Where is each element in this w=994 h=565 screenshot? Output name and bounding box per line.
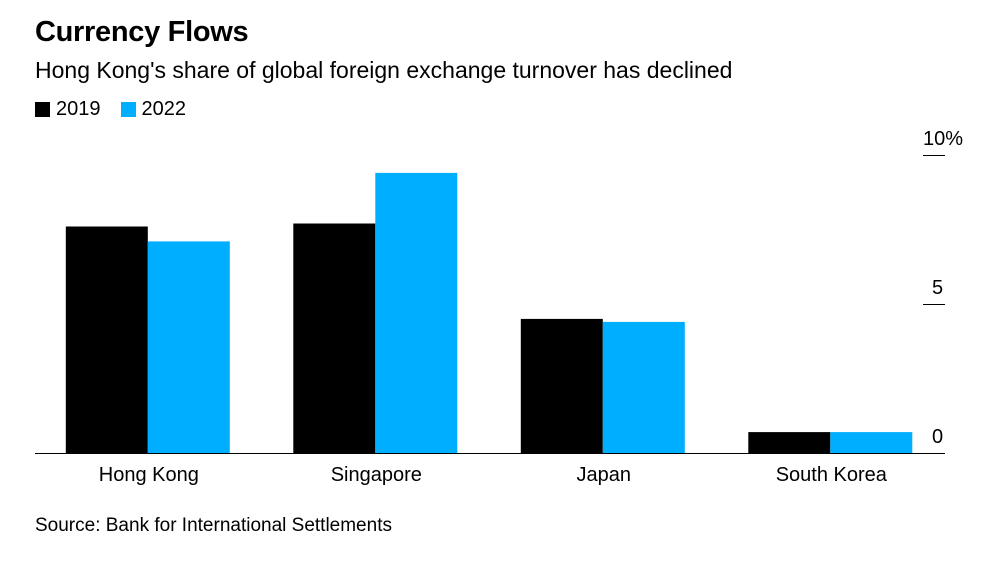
- y-tick-label-5: 5: [932, 277, 943, 299]
- chart-title: Currency Flows: [35, 16, 249, 48]
- bar-hong-kong-2022: [147, 241, 230, 453]
- legend-swatch-2022: [120, 102, 136, 117]
- x-tick-label-south-korea: South Korea: [776, 464, 888, 486]
- y-tick-label-0: 0: [932, 426, 943, 448]
- bar-south-korea-2019: [748, 432, 831, 453]
- x-tick-label-hong-kong: Hong Kong: [99, 464, 199, 486]
- x-tick-label-singapore: Singapore: [331, 464, 422, 486]
- y-tick-label-10: 10%: [923, 128, 963, 150]
- chart-subtitle: Hong Kong's share of global foreign exch…: [35, 57, 733, 83]
- bar-japan-2019: [520, 318, 603, 453]
- source-note: Source: Bank for International Settlemen…: [35, 515, 392, 536]
- bar-hong-kong-2019: [65, 226, 148, 453]
- x-tick-label-japan: Japan: [577, 464, 632, 486]
- bar-south-korea-2022: [830, 432, 913, 453]
- legend-label-2022: 2022: [141, 98, 187, 120]
- legend-swatch-2019: [35, 102, 50, 117]
- legend-item-2019: 2019: [35, 98, 101, 121]
- legend: 2019 2022: [35, 98, 206, 121]
- legend-label-2019: 2019: [56, 98, 101, 120]
- bar-singapore-2019: [293, 223, 376, 453]
- bar-singapore-2022: [375, 172, 458, 453]
- bar-japan-2022: [602, 321, 685, 453]
- legend-item-2022: 2022: [120, 98, 187, 121]
